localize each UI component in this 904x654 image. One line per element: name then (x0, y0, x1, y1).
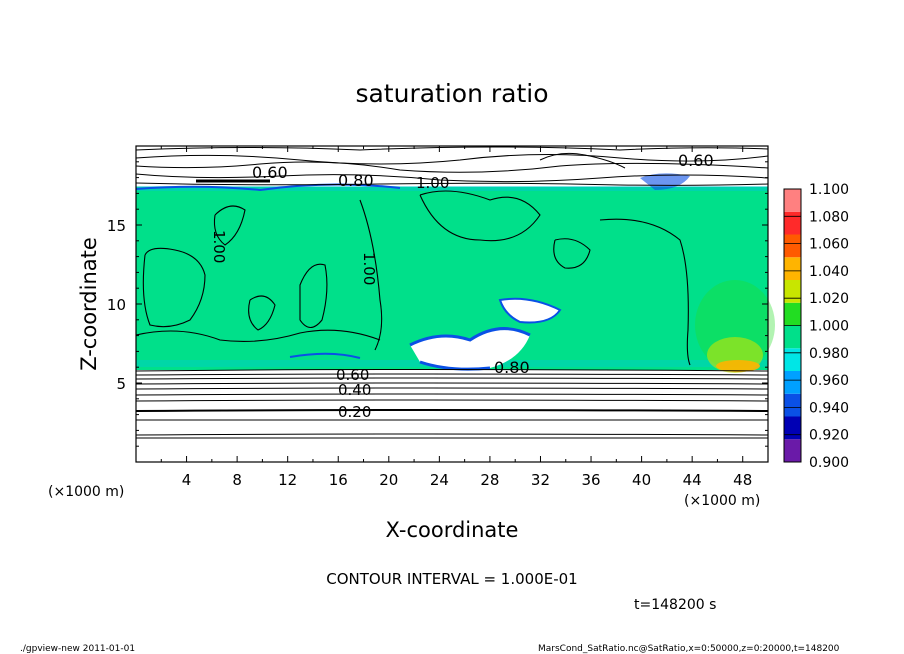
colorbar: 0.900 0.920 0.940 0.960 0.980 1.000 1.020 1.040… (783, 182, 849, 471)
colorbar-segment (784, 416, 801, 440)
x-axis: 4 8 12 16 20 24 28 32 36 40 44 48 (160, 146, 752, 489)
x-unit-left: (×1000 m) (48, 484, 124, 500)
y-tick-label: 15 (107, 217, 126, 235)
colorbar-label: 0.900 (809, 455, 849, 471)
colorbar-segment (784, 325, 801, 349)
x-tick-label: 24 (430, 471, 449, 489)
contour-label: 0.20 (338, 403, 371, 421)
contour-label: 0.40 (338, 381, 371, 399)
colorbar-label: 1.100 (809, 182, 849, 198)
colorbar-segment (784, 257, 801, 280)
plot-area: 0.60 0.80 1.00 1.00 1.00 0.60 0.80 0.60 … (135, 145, 775, 463)
colorbar-segment (784, 302, 801, 326)
x-tick-label: 36 (581, 471, 600, 489)
x-tick-label: 44 (683, 471, 702, 489)
x-tick-label: 20 (379, 471, 398, 489)
x-tick-label: 12 (278, 471, 297, 489)
footer-left: ./gpview-new 2011-01-01 (20, 644, 135, 654)
contour-label: 0.80 (494, 358, 530, 377)
colorbar-segment (784, 371, 801, 394)
colorbar-segment (784, 234, 801, 258)
colorbar-label: 1.080 (809, 209, 849, 225)
x-tick-label: 48 (733, 471, 752, 489)
cloud-contours (135, 190, 691, 366)
footer-right: MarsCond_SatRatio.nc@SatRatio,x=0:50000,… (538, 644, 840, 654)
y-axis: 5 10 15 (107, 161, 768, 447)
x-unit-right: (×1000 m) (684, 493, 760, 509)
upper-contours (135, 146, 769, 186)
x-tick-label: 28 (480, 471, 499, 489)
y-axis-title: Z-coordinate (77, 237, 101, 371)
colorbar-label: 0.920 (809, 428, 849, 444)
colorbar-label: 0.980 (809, 346, 849, 362)
colorbar-label: 0.960 (809, 373, 849, 389)
y-tick-label: 5 (116, 375, 126, 393)
contour-labels: 0.60 0.80 1.00 1.00 1.00 0.60 0.80 0.60 … (210, 151, 714, 421)
contour-label: 1.00 (416, 174, 449, 192)
colorbar-segment (784, 189, 801, 212)
colorbar-label: 1.000 (809, 319, 849, 335)
colorbar-segment (784, 439, 801, 462)
colorbar-label: 1.040 (809, 264, 849, 280)
contour-label: 1.00 (210, 230, 228, 263)
x-tick-label: 32 (531, 471, 550, 489)
time-text: t=148200 s (634, 597, 716, 613)
colorbar-segment (784, 280, 801, 303)
contour-label: 1.00 (360, 252, 378, 285)
colorbar-segment (784, 348, 801, 371)
colorbar-segment (784, 393, 801, 417)
colorbar-label: 1.060 (809, 237, 849, 253)
contour-interval-text: CONTOUR INTERVAL = 1.000E-01 (326, 570, 577, 588)
y-tick-label: 10 (107, 296, 126, 314)
colorbar-label: 1.020 (809, 291, 849, 307)
contour-label: 0.60 (678, 151, 714, 170)
x-axis-title: X-coordinate (386, 518, 519, 542)
x-tick-label: 4 (182, 471, 192, 489)
x-tick-label: 8 (232, 471, 242, 489)
x-tick-label: 40 (632, 471, 651, 489)
contour-label: 0.60 (252, 163, 288, 182)
contour-label: 0.80 (338, 171, 374, 190)
colorbar-label: 0.940 (809, 400, 849, 416)
chart-title: saturation ratio (355, 79, 548, 108)
colorbar-segment (784, 211, 801, 235)
contour-label: 0.60 (336, 366, 369, 384)
x-tick-label: 16 (329, 471, 348, 489)
lower-contours (135, 369, 769, 439)
